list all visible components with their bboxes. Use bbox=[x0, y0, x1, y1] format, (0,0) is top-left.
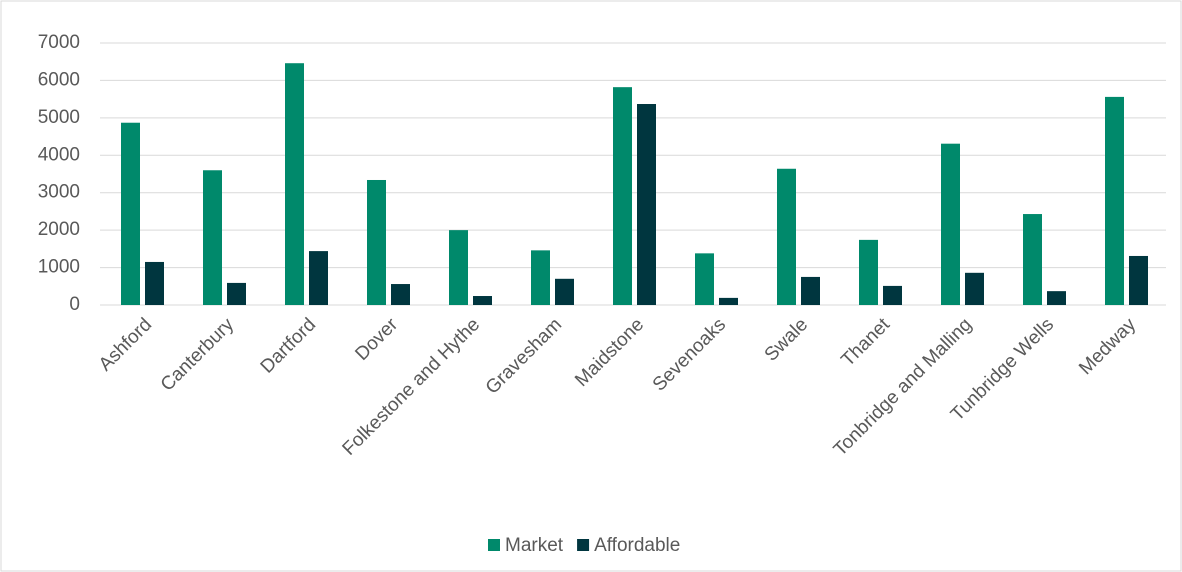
bar bbox=[965, 272, 984, 305]
bar bbox=[719, 297, 738, 305]
bar bbox=[1023, 214, 1042, 305]
y-tick-label: 7000 bbox=[38, 32, 80, 53]
bar bbox=[285, 63, 304, 306]
legend-swatch bbox=[488, 539, 500, 551]
bar bbox=[859, 239, 878, 305]
bar bbox=[531, 250, 550, 305]
legend-label: Affordable bbox=[594, 535, 680, 556]
bar bbox=[613, 87, 632, 305]
y-tick-label: 4000 bbox=[38, 144, 80, 165]
y-tick-label: 2000 bbox=[38, 219, 80, 240]
bar bbox=[1105, 96, 1124, 305]
bar bbox=[309, 251, 328, 305]
bar bbox=[1129, 255, 1148, 305]
bar bbox=[145, 261, 164, 305]
bar bbox=[227, 282, 246, 305]
y-tick-label: 3000 bbox=[38, 182, 80, 203]
bar bbox=[449, 230, 468, 305]
bar bbox=[121, 122, 140, 305]
bar bbox=[883, 285, 902, 305]
bar bbox=[391, 284, 410, 305]
bar bbox=[203, 170, 222, 305]
y-tick-label: 5000 bbox=[38, 107, 80, 128]
legend-label: Market bbox=[505, 535, 564, 556]
bar bbox=[801, 276, 820, 305]
legend-swatch bbox=[577, 539, 590, 551]
bar bbox=[941, 143, 960, 305]
y-tick-label: 6000 bbox=[38, 69, 80, 90]
bar bbox=[1047, 291, 1066, 305]
bar bbox=[473, 296, 492, 305]
y-tick-label: 1000 bbox=[38, 257, 80, 278]
bar bbox=[367, 179, 386, 305]
bar bbox=[637, 104, 656, 305]
bar bbox=[695, 253, 714, 305]
bar bbox=[777, 168, 796, 305]
bar bbox=[555, 278, 574, 305]
y-tick-label: 0 bbox=[69, 294, 80, 315]
